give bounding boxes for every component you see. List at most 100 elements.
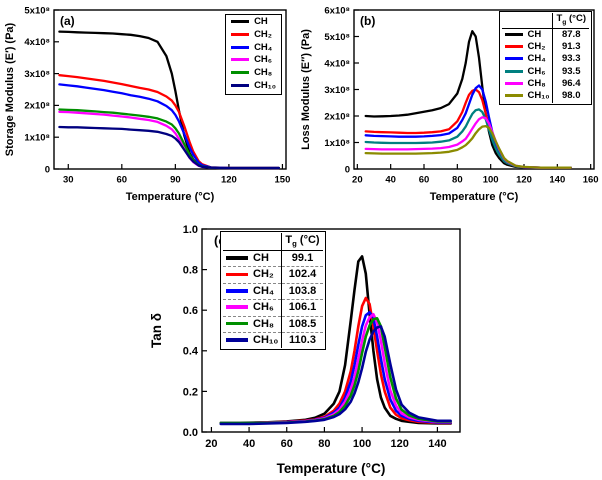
y-tick-label: 0.8 (183, 264, 198, 276)
legend-swatch-line (231, 45, 250, 49)
legend-row: CH₈ (228, 67, 279, 80)
legend-tg-value: 91.3 (552, 40, 589, 54)
y-tick-label: 0 (345, 164, 350, 175)
legend-swatch-line (226, 338, 248, 342)
legend-tg-value: 103.8 (281, 282, 323, 300)
x-tick-label: 40 (243, 438, 255, 450)
x-tick-label: 150 (275, 175, 291, 186)
legend-swatch-line (504, 57, 523, 61)
legend-series-name: CH (228, 16, 279, 29)
x-tick-label: 30 (63, 175, 74, 186)
legend-swatch-line (504, 81, 523, 85)
legend-series-name: CH₂ (223, 266, 282, 284)
legend-series-name: CH₄ (223, 282, 282, 300)
x-tick-label: 100 (353, 438, 371, 450)
series-line-b-3 (364, 108, 572, 169)
panel-b-loss-modulus-chart: (b) 20 40 60 80 100 120 140 160 0 1x10⁸ 2x10⁸ 3x10⁸… (298, 2, 600, 205)
x-tick-label: 120 (221, 175, 237, 186)
legend-row: CH₂ (228, 29, 279, 42)
panel-label-a: (a) (60, 14, 75, 28)
legend-series-name: CH₂ (502, 41, 553, 53)
legend-row: CH 87.8 (502, 28, 589, 41)
plot-frame (53, 9, 287, 170)
legend-swatch-line (504, 44, 523, 48)
legend-tg-value: 99.1 (281, 250, 323, 267)
legend-series-name: CH₁₀ (228, 80, 279, 93)
legend-series-name: CH₈ (502, 78, 553, 90)
series-line-a-3 (58, 110, 281, 170)
y-tick-label: 3x10⁸ (324, 85, 350, 96)
legend-series-name: CH₁₀ (502, 90, 553, 102)
y-tick-label: 0.0 (183, 427, 198, 439)
legend-swatch-line (504, 94, 523, 98)
legend-header-tg: Tg (°C) (552, 13, 589, 29)
legend-header-row: Tg (°C) (501, 13, 589, 29)
series-line-a-5 (58, 125, 281, 170)
x-tick-label: 80 (318, 438, 330, 450)
chart-canvas-a: 30 60 90 120 150 0 1x10⁸ 2x10⁸ 3x10⁸ 4x10⁸ 5x10⁸ Te… (4, 5, 291, 203)
panel-a-storage-modulus-chart: (a) 30 60 90 120 150 0 1x10⁸ 2x10⁸ 3x10⁸ 4x10⁸ 5x1… (2, 2, 294, 205)
x-tick-label: 60 (281, 438, 293, 450)
y-tick-label: 0.4 (183, 346, 199, 358)
legend-swatch-line (231, 32, 250, 36)
series-line-a-2 (58, 83, 281, 170)
y-tick-label: 3x10⁸ (24, 69, 50, 80)
legend-series-name: CH₄ (502, 53, 553, 65)
legend-row: CH₂ 102.4 (223, 266, 323, 284)
series-line-b-5 (364, 124, 572, 169)
legend-swatch-line (226, 321, 248, 326)
y-tick-label: 4x10⁸ (324, 58, 350, 69)
x-axis-label: Temperature (°C) (277, 461, 386, 476)
legend-series-name: CH₄ (228, 42, 279, 55)
x-tick-label: 20 (352, 175, 363, 186)
x-tick-label: 80 (452, 175, 463, 186)
x-axis-label: Temperature (°C) (430, 191, 519, 203)
legend-swatch-line (226, 256, 248, 260)
y-axis-label: Storage Modulus (E′) (Pa) (4, 22, 16, 156)
legend-b: Tg (°C) CH 87.8 CH₂ 91.3 CH₄ 93.3 CH₆ 93.5 CH₈ 96.… (498, 11, 592, 105)
legend-row: CH₄ (228, 42, 279, 55)
legend-swatch-line (226, 272, 248, 277)
legend-series-name: CH₁₀ (223, 331, 282, 349)
legend-swatch-line (504, 32, 523, 36)
panel-c-tan-delta-chart: (c) 204060801001201400.00.20.40.60.81.0T… (150, 221, 472, 478)
legend-swatch-line (231, 71, 250, 75)
y-tick-label: 6x10⁸ (324, 5, 350, 16)
y-tick-label: 1x10⁸ (24, 133, 50, 144)
y-tick-label: 4x10⁸ (24, 37, 50, 48)
x-tick-label: 140 (428, 438, 446, 450)
y-tick-label: 1.0 (183, 224, 198, 236)
legend-tg-value: 108.5 (281, 315, 323, 333)
series-line-a-4 (58, 108, 281, 170)
legend-series-name: CH₆ (502, 66, 553, 78)
legend-series-name: CH (502, 28, 553, 41)
legend-swatch-line (226, 305, 248, 309)
legend-row: CH₄ 93.3 (502, 53, 589, 66)
legend-swatch-line (226, 289, 248, 293)
y-tick-label: 0.2 (183, 386, 198, 398)
chart-canvas-b: 20 40 60 80 100 120 140 160 0 1x10⁸ 2x10⁸ 3x10⁸ 4x10… (300, 5, 599, 203)
legend-row: CH₆ 93.5 (502, 65, 589, 78)
x-tick-label: 100 (483, 175, 499, 186)
legend-row: CH₆ 106.1 (223, 299, 323, 317)
legend-tg-value: 102.4 (281, 266, 323, 284)
x-tick-label: 160 (583, 175, 599, 186)
legend-row: CH₆ (228, 54, 279, 67)
legend-tg-value: 96.4 (552, 77, 589, 91)
legend-row: CH (228, 16, 279, 29)
legend-header-row: Tg (°C) (223, 233, 323, 251)
legend-series-name: CH (223, 250, 282, 266)
x-tick-label: 20 (205, 438, 217, 450)
legend-tg-value: 93.5 (552, 65, 589, 78)
legend-series-name: CH₆ (228, 54, 279, 67)
y-tick-label: 2x10⁸ (24, 101, 50, 112)
x-tick-label: 60 (117, 175, 128, 186)
legend-swatch-line (504, 69, 523, 73)
series-line-c-5 (219, 325, 452, 426)
legend-series-name: CH₂ (228, 29, 279, 42)
x-tick-label: 140 (549, 175, 565, 186)
y-tick-label: 0 (45, 164, 50, 175)
legend-row: CH₁₀ 110.3 (223, 331, 323, 349)
legend-tg-value: 110.3 (281, 331, 323, 349)
